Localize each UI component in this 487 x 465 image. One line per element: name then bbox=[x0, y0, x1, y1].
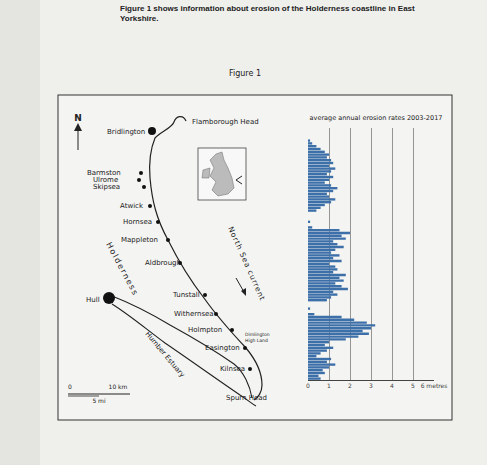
svg-text:Dimlington: Dimlington bbox=[245, 332, 270, 337]
svg-text:Humber Estuary: Humber Estuary bbox=[143, 330, 186, 379]
svg-text:Kilnsea: Kilnsea bbox=[220, 365, 245, 373]
svg-text:Bridlington: Bridlington bbox=[107, 128, 145, 136]
svg-text:Aldbrough: Aldbrough bbox=[145, 259, 181, 267]
svg-text:Holderness: Holderness bbox=[104, 241, 140, 298]
svg-text:Figure 1: Figure 1 bbox=[229, 69, 261, 78]
svg-text:Flamborough Head: Flamborough Head bbox=[192, 118, 259, 126]
svg-text:Withernsea: Withernsea bbox=[174, 310, 214, 318]
svg-text:Tunstall: Tunstall bbox=[172, 291, 200, 299]
svg-text:Spurn Head: Spurn Head bbox=[226, 394, 267, 402]
svg-text:1: 1 bbox=[327, 382, 331, 389]
svg-text:North Sea current: North Sea current bbox=[226, 225, 267, 302]
svg-text:0: 0 bbox=[68, 383, 72, 390]
svg-text:5: 5 bbox=[411, 382, 415, 389]
svg-text:Holmpton: Holmpton bbox=[188, 326, 222, 334]
svg-text:Barmston: Barmston bbox=[87, 169, 121, 177]
svg-text:Hull: Hull bbox=[86, 296, 100, 304]
svg-text:2: 2 bbox=[348, 382, 352, 389]
svg-text:average annual erosion rates 2: average annual erosion rates 2003-2017 bbox=[310, 114, 443, 122]
svg-text:10 km: 10 km bbox=[109, 383, 128, 390]
svg-text:Easington: Easington bbox=[205, 344, 240, 352]
svg-text:High Land: High Land bbox=[245, 338, 268, 343]
svg-text:Mappleton: Mappleton bbox=[121, 236, 158, 244]
svg-text:Skipsea: Skipsea bbox=[93, 183, 120, 191]
svg-text:0: 0 bbox=[306, 382, 310, 389]
svg-text:Ulrome: Ulrome bbox=[93, 176, 119, 184]
svg-text:6 metres: 6 metres bbox=[421, 382, 448, 389]
svg-text:N: N bbox=[74, 113, 82, 123]
svg-text:Atwick: Atwick bbox=[120, 202, 144, 210]
svg-text:3: 3 bbox=[369, 382, 373, 389]
html-text:Figure 1 shows information abo: Figure 1 shows information about erosion… bbox=[120, 4, 415, 23]
svg-text:4: 4 bbox=[390, 382, 394, 389]
svg-text:Hornsea: Hornsea bbox=[123, 218, 152, 226]
svg-text:5 mi: 5 mi bbox=[92, 397, 106, 404]
